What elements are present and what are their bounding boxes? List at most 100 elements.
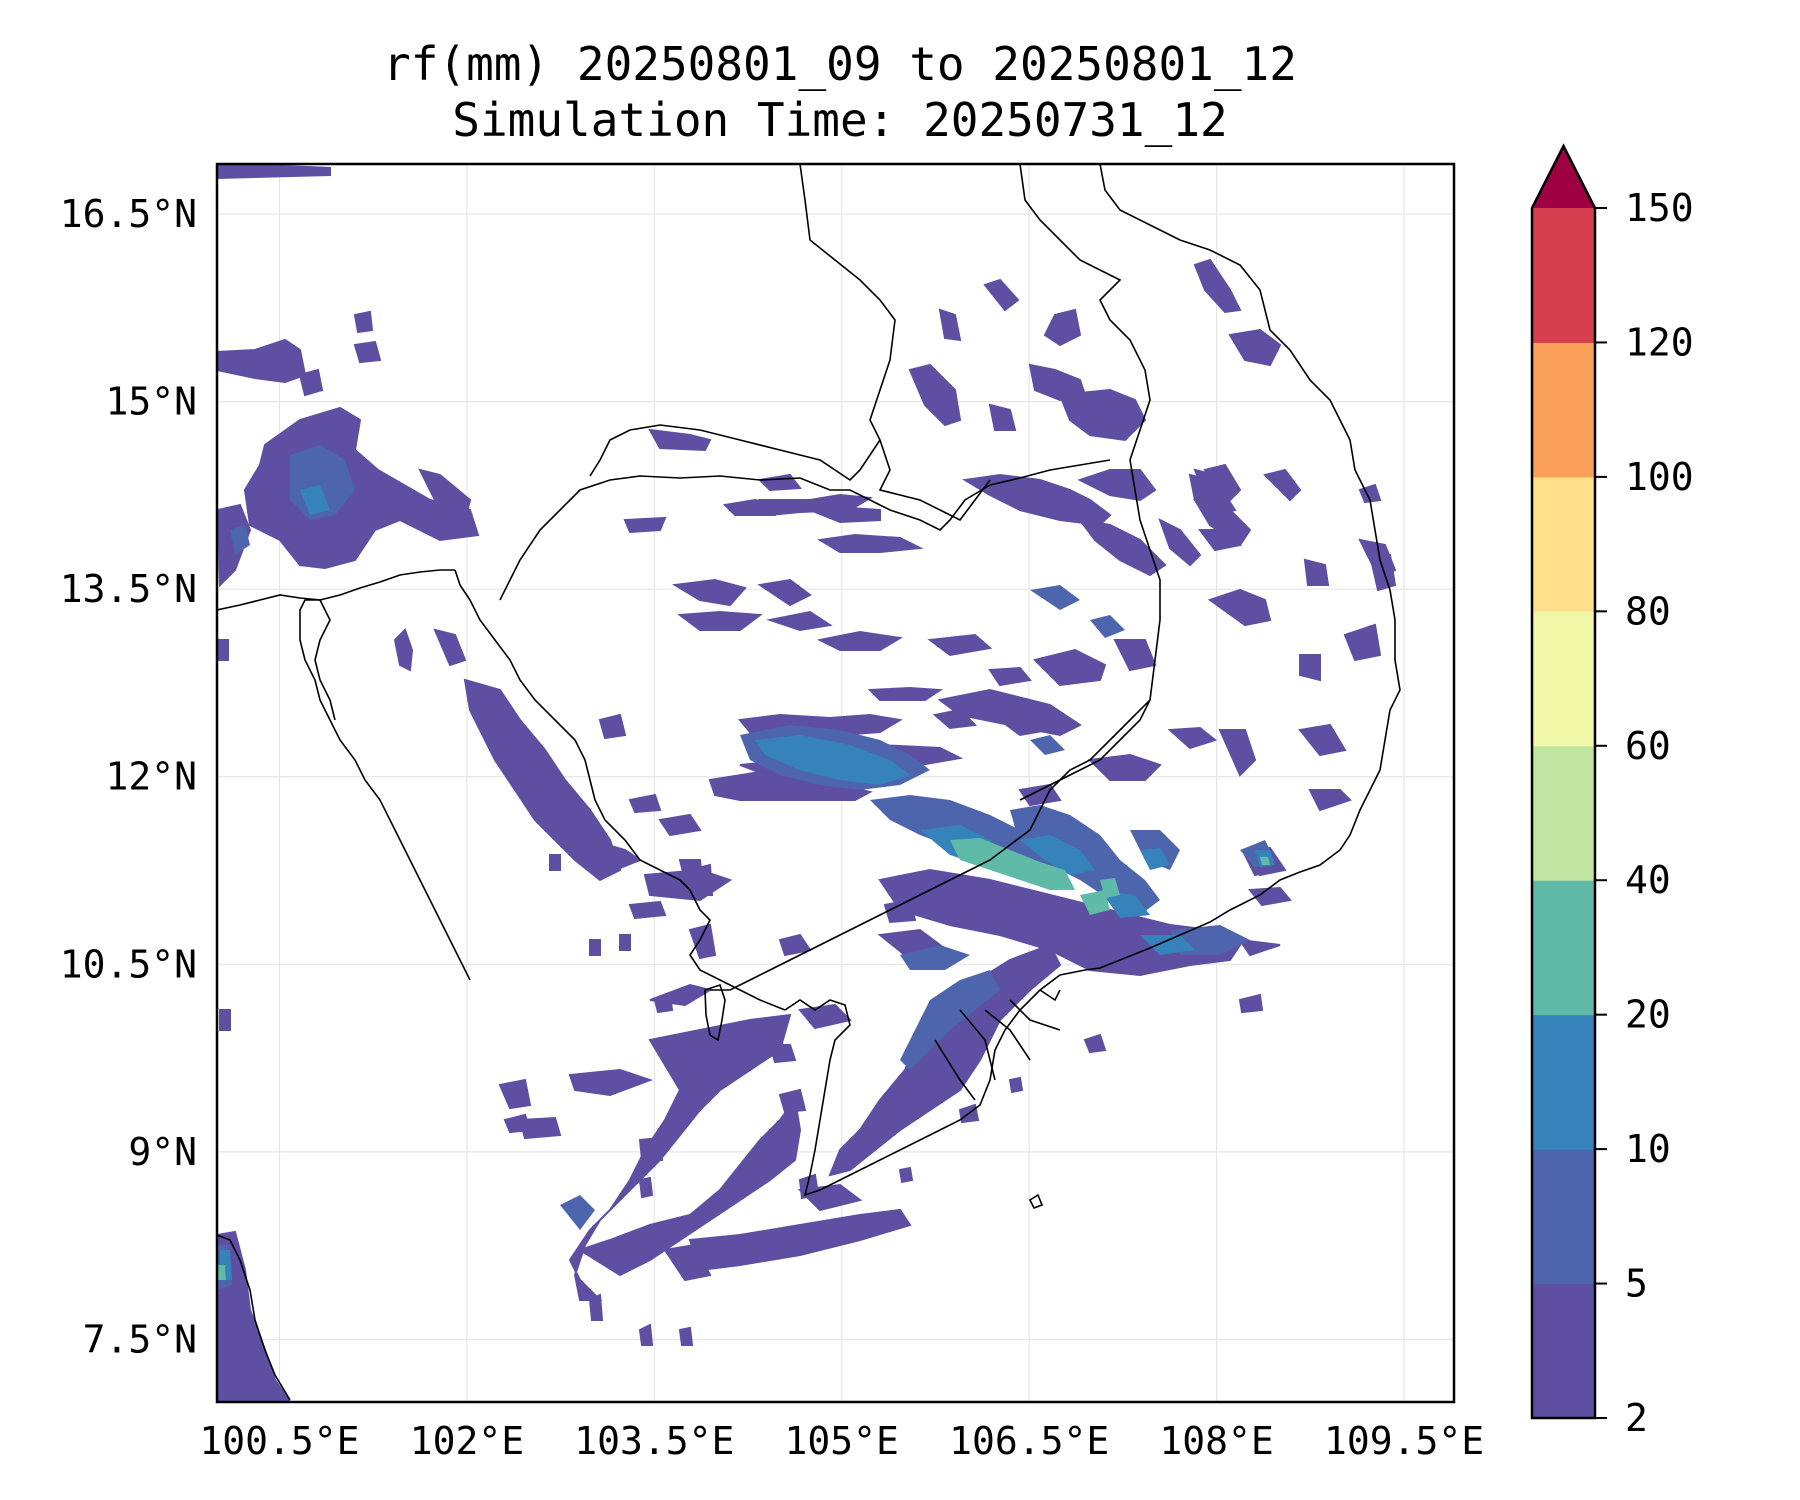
rain-cell — [950, 838, 1075, 890]
rain-cell — [778, 1088, 807, 1114]
rain-cell — [768, 1044, 797, 1064]
rainfall-contours — [217, 164, 1397, 1402]
x-tick-label: 106.5°E — [949, 1419, 1109, 1463]
coastline-thai-gulf — [299, 569, 471, 981]
rain-cell — [867, 686, 944, 701]
x-tick-label: 100.5°E — [199, 1419, 359, 1463]
rain-cell — [1343, 623, 1382, 662]
rain-cell — [898, 1166, 914, 1184]
rain-cell — [938, 308, 962, 342]
rain-cell — [217, 639, 229, 661]
border-thailand-laos — [589, 424, 881, 482]
rain-cell — [1193, 258, 1242, 314]
rain-cell — [1140, 848, 1170, 870]
coastlines-and-borders — [217, 164, 1401, 1401]
rain-cell — [678, 1326, 694, 1346]
colorbar-tick-label: 2 — [1625, 1396, 1648, 1440]
rain-cell — [218, 1265, 226, 1280]
rain-cell — [568, 1068, 653, 1097]
rain-cell — [217, 164, 331, 180]
border-cambodia-vietnam — [710, 699, 1151, 991]
rain-cell — [983, 278, 1020, 312]
rain-cell — [1030, 735, 1065, 755]
rain-cell — [766, 610, 833, 632]
rain-cell — [1020, 835, 1095, 875]
rain-cell — [900, 945, 970, 970]
title-line-2: Simulation Time: 20250731_12 — [452, 93, 1227, 147]
y-tick-label: 9°N — [128, 1130, 197, 1174]
rain-cell — [1140, 935, 1195, 955]
x-tick-label: 105°E — [785, 1419, 899, 1463]
mekong-delta-islands — [934, 989, 1061, 1101]
rain-cell — [757, 578, 812, 607]
rain-cell — [809, 506, 881, 524]
rain-cell — [988, 403, 1017, 431]
title-line-1: rf(mm) 20250801_09 to 20250801_12 — [383, 37, 1297, 91]
rain-cell — [708, 770, 873, 801]
rain-cell — [672, 578, 747, 607]
colorbar-tick-label: 80 — [1625, 589, 1671, 633]
rain-cell — [798, 1003, 852, 1030]
rain-cell — [1263, 468, 1302, 502]
coastline-vietnam-east — [1084, 164, 1401, 971]
colorbar-segment — [1532, 476, 1595, 612]
rain-cell — [663, 1243, 712, 1282]
rain-cell — [1030, 585, 1080, 610]
rain-level-10-20 — [220, 485, 1275, 1280]
y-tick-label: 13.5°N — [60, 567, 197, 611]
rain-level-20-40 — [218, 838, 1270, 1280]
latitude-ticks: 16.5°N 15°N 13.5°N 12°N 10.5°N 9°N 7.5°N — [60, 192, 197, 1361]
rain-cell — [816, 630, 903, 651]
rain-cell — [1080, 890, 1110, 915]
rain-cell — [1298, 723, 1347, 757]
rain-cell — [1299, 654, 1321, 682]
map-frame — [215, 162, 1456, 1404]
rain-cell — [1207, 588, 1272, 627]
colorbar-segment — [1532, 611, 1595, 747]
rain-cell — [927, 633, 993, 657]
rain-cell — [1368, 554, 1397, 592]
coastline-malay-peninsula — [217, 1234, 291, 1401]
rain-cell — [908, 363, 962, 427]
rain-cell — [598, 713, 627, 740]
rain-cell — [1087, 753, 1162, 781]
colorbar-segment — [1532, 880, 1595, 1016]
x-tick-label: 102°E — [410, 1419, 524, 1463]
rain-cell — [638, 1176, 654, 1199]
rain-cell — [658, 813, 702, 837]
rain-cell — [638, 1136, 664, 1161]
rain-cell — [688, 1208, 912, 1272]
colorbar-segment — [1532, 1014, 1595, 1150]
rain-cell — [463, 678, 622, 882]
map-panel: 100.5°E 102°E 103.5°E 105°E 106.5°E 108°E 109.… — [60, 162, 1484, 1463]
colorbar-tick-label: 10 — [1625, 1127, 1671, 1171]
rain-cell — [828, 943, 1062, 1177]
rain-cell — [298, 368, 324, 397]
rain-cell — [560, 1195, 595, 1230]
rain-cell — [393, 628, 414, 672]
rain-cell — [1008, 1076, 1024, 1094]
coastline-mekong-delta — [784, 969, 1086, 1197]
rain-cell — [1248, 886, 1292, 907]
rain-cell — [1100, 878, 1120, 898]
rain-cell — [589, 939, 601, 956]
rain-cell — [1033, 648, 1107, 687]
colorbar-segment — [1532, 1149, 1595, 1285]
border-laos-vietnam — [799, 164, 1161, 801]
rain-cell — [962, 473, 1112, 527]
rain-cell — [1158, 517, 1202, 567]
rain-cell — [900, 970, 1000, 1070]
coastline-cambodia-thailand — [454, 569, 786, 1011]
rain-cell — [518, 1116, 562, 1140]
rain-cell — [433, 628, 467, 667]
colorbar-tick-label: 100 — [1625, 455, 1694, 499]
colorbar-segment — [1532, 342, 1595, 478]
rain-cell — [1167, 726, 1218, 750]
rain-cell — [1077, 469, 1157, 502]
rain-cell — [243, 406, 480, 570]
border-thailand-myanmar — [217, 594, 336, 721]
rain-cell — [883, 898, 917, 924]
rain-cell — [1228, 328, 1282, 367]
colorbar-segment — [1532, 745, 1595, 881]
